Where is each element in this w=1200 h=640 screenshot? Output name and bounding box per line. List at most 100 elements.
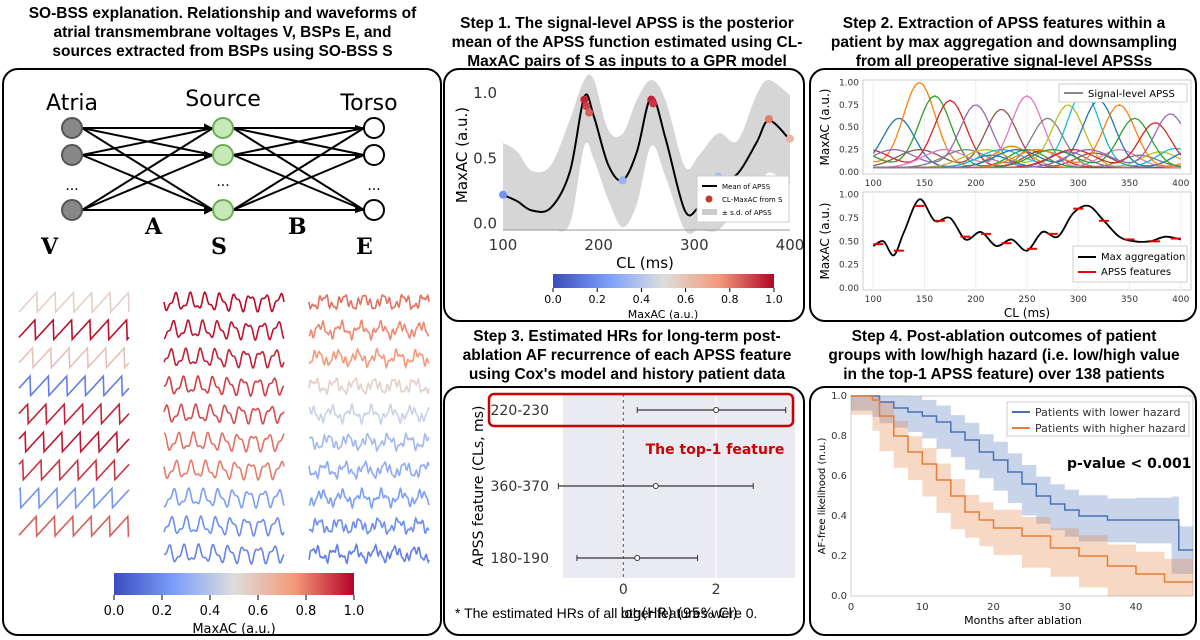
torso-node bbox=[363, 199, 385, 221]
colorbar-step1-tick-label: 0.2 bbox=[588, 293, 606, 306]
sine-waveform bbox=[163, 291, 285, 313]
torso-node bbox=[363, 117, 385, 139]
x-tick-label: 150 bbox=[916, 295, 933, 305]
y-tick-label: 1.0 bbox=[831, 391, 847, 402]
y-tick-label: 1.0 bbox=[473, 84, 497, 102]
noise-waveform bbox=[308, 293, 430, 311]
source-node bbox=[212, 117, 234, 139]
x-tick-label: 400 bbox=[776, 236, 805, 254]
clmaxac-point bbox=[585, 108, 594, 117]
sine-waveform bbox=[163, 374, 285, 398]
arrowhead bbox=[355, 207, 364, 213]
noise-waveform bbox=[308, 347, 430, 370]
torso-ellipsis: ... bbox=[367, 178, 380, 194]
colorbar-step1 bbox=[553, 274, 774, 288]
confidence-band bbox=[851, 396, 1193, 596]
x-tick-label: 100 bbox=[489, 236, 518, 254]
step4-chart: 0 10 20 30 40 0.0 0.2 0.4 0.6 0.8 1.0 Months after … bbox=[817, 391, 1194, 627]
noise-waveform bbox=[308, 542, 430, 565]
x-tick-label: 350 bbox=[1121, 295, 1138, 305]
legend-label: Mean of APSS bbox=[722, 183, 771, 191]
source-label: Source bbox=[185, 87, 261, 112]
y-axis-label: MaxAC (a.u.) bbox=[453, 107, 471, 203]
legend-label: CL-MaxAC from S bbox=[722, 196, 783, 204]
legend-label: ± s.d. of APSS bbox=[722, 209, 772, 217]
noise-waveform bbox=[308, 403, 430, 427]
colorbar-step1-ticks: 0.0 0.2 0.4 0.6 0.8 1.0 bbox=[544, 288, 783, 306]
panel-left: Atria Source Torso ... ... ... V A S B E… bbox=[2, 68, 442, 636]
x-tick-label: 200 bbox=[967, 179, 984, 189]
left-panel-svg: Atria Source Torso ... ... ... V A S B E… bbox=[18, 87, 430, 634]
top-feature-annotation: The top-1 feature bbox=[646, 442, 785, 458]
edge-B-1-0 bbox=[232, 127, 365, 156]
legend-swatch-sd bbox=[702, 209, 717, 215]
legend-label: APSS features bbox=[1101, 267, 1171, 278]
V-label: V bbox=[40, 234, 59, 260]
category-label: 220-230 bbox=[491, 403, 550, 419]
hr-estimate bbox=[652, 483, 659, 489]
clmaxac-point bbox=[618, 176, 627, 185]
hr-estimate bbox=[634, 555, 641, 561]
x-tick-label: 10 bbox=[916, 602, 929, 613]
x-tick-label: 100 bbox=[865, 295, 882, 305]
legend-label: Patients with higher hazard bbox=[1035, 422, 1186, 435]
y-tick-label: 0.00 bbox=[839, 168, 859, 178]
B-label: B bbox=[288, 214, 307, 240]
source-node bbox=[212, 144, 234, 166]
saw-waveform bbox=[18, 402, 130, 426]
step2-bottom-chart: 100 150 200 250 300 350 400 0.00 0.25 0.50 0.75 1.0… bbox=[818, 191, 1192, 320]
torso-label: Torso bbox=[339, 91, 397, 116]
x-tick-label: 200 bbox=[967, 295, 984, 305]
panel-step4: 0 10 20 30 40 0.0 0.2 0.4 0.6 0.8 1.0 Months after … bbox=[809, 386, 1197, 636]
x-tick-label: 300 bbox=[1070, 295, 1087, 305]
x-tick-label: 40 bbox=[1130, 602, 1143, 613]
atria-node bbox=[61, 199, 83, 221]
sine-waveform bbox=[163, 486, 285, 510]
colorbar-step1-tick-label: 1.0 bbox=[765, 293, 783, 306]
category-label: 180-190 bbox=[491, 551, 550, 567]
step2-svg: 100 150 200 250 300 350 400 0.00 0.25 0.50 0.75 1.0… bbox=[818, 78, 1192, 320]
x-tick-label: 150 bbox=[916, 179, 933, 189]
atria-node bbox=[61, 144, 83, 166]
colorbar-left-tick-label: 0.8 bbox=[296, 604, 317, 619]
y-tick-label: 0.0 bbox=[473, 214, 497, 232]
clmaxac-point bbox=[764, 115, 773, 124]
atria-node bbox=[61, 117, 83, 139]
colorbar-step1-tick-label: 0.0 bbox=[544, 293, 562, 306]
colorbar-step1-tick-label: 0.6 bbox=[677, 293, 695, 306]
atria-ellipsis: ... bbox=[65, 178, 78, 194]
saw-waveform bbox=[18, 290, 130, 315]
y-tick-label: 0.5 bbox=[473, 149, 497, 167]
arrowhead bbox=[355, 152, 364, 158]
km-curve bbox=[851, 395, 1193, 583]
network-edges bbox=[81, 123, 365, 215]
clmaxac-point bbox=[499, 190, 507, 199]
S-label: S bbox=[211, 234, 227, 260]
mean-apss-line bbox=[502, 93, 791, 217]
edge-A-2-0 bbox=[81, 127, 214, 211]
y-axis-label: MaxAC (a.u.) bbox=[818, 89, 832, 166]
legend-label: Signal-level APSS bbox=[1088, 89, 1175, 100]
x-tick-label: 300 bbox=[1070, 179, 1087, 189]
y-tick-label: 1.00 bbox=[839, 191, 859, 201]
noise-waveform bbox=[308, 516, 430, 536]
network-nodes bbox=[61, 117, 385, 221]
clmaxac-point bbox=[786, 134, 794, 143]
saw-waveform bbox=[18, 486, 130, 510]
x-tick-label: 200 bbox=[584, 236, 613, 254]
step3-chart: 220-230 360-370 180-190 0 2 log(HR) (95% CI) A… bbox=[471, 392, 795, 622]
arrowhead bbox=[204, 150, 213, 157]
sine-waveform bbox=[163, 542, 285, 566]
x-tick-label: 300 bbox=[680, 236, 709, 254]
top-feature-highlight bbox=[487, 392, 795, 428]
x-tick-label: 100 bbox=[865, 179, 882, 189]
legend-label: Patients with lower hazard bbox=[1035, 406, 1180, 419]
step1-chart: 100 200 300 400 0.0 0.5 1.0 CL (ms) MaxAC (a.u.)… bbox=[453, 74, 805, 272]
sine-waveform bbox=[163, 347, 285, 369]
y-axis-label: APSS feature (CLs, ms) bbox=[471, 406, 487, 567]
x-axis-label: CL (ms) bbox=[1004, 306, 1050, 320]
x-tick-label: 0 bbox=[848, 602, 854, 613]
x-tick-label: 0 bbox=[619, 582, 628, 598]
y-tick-label: 0.75 bbox=[839, 101, 859, 111]
A-label: A bbox=[144, 214, 163, 240]
